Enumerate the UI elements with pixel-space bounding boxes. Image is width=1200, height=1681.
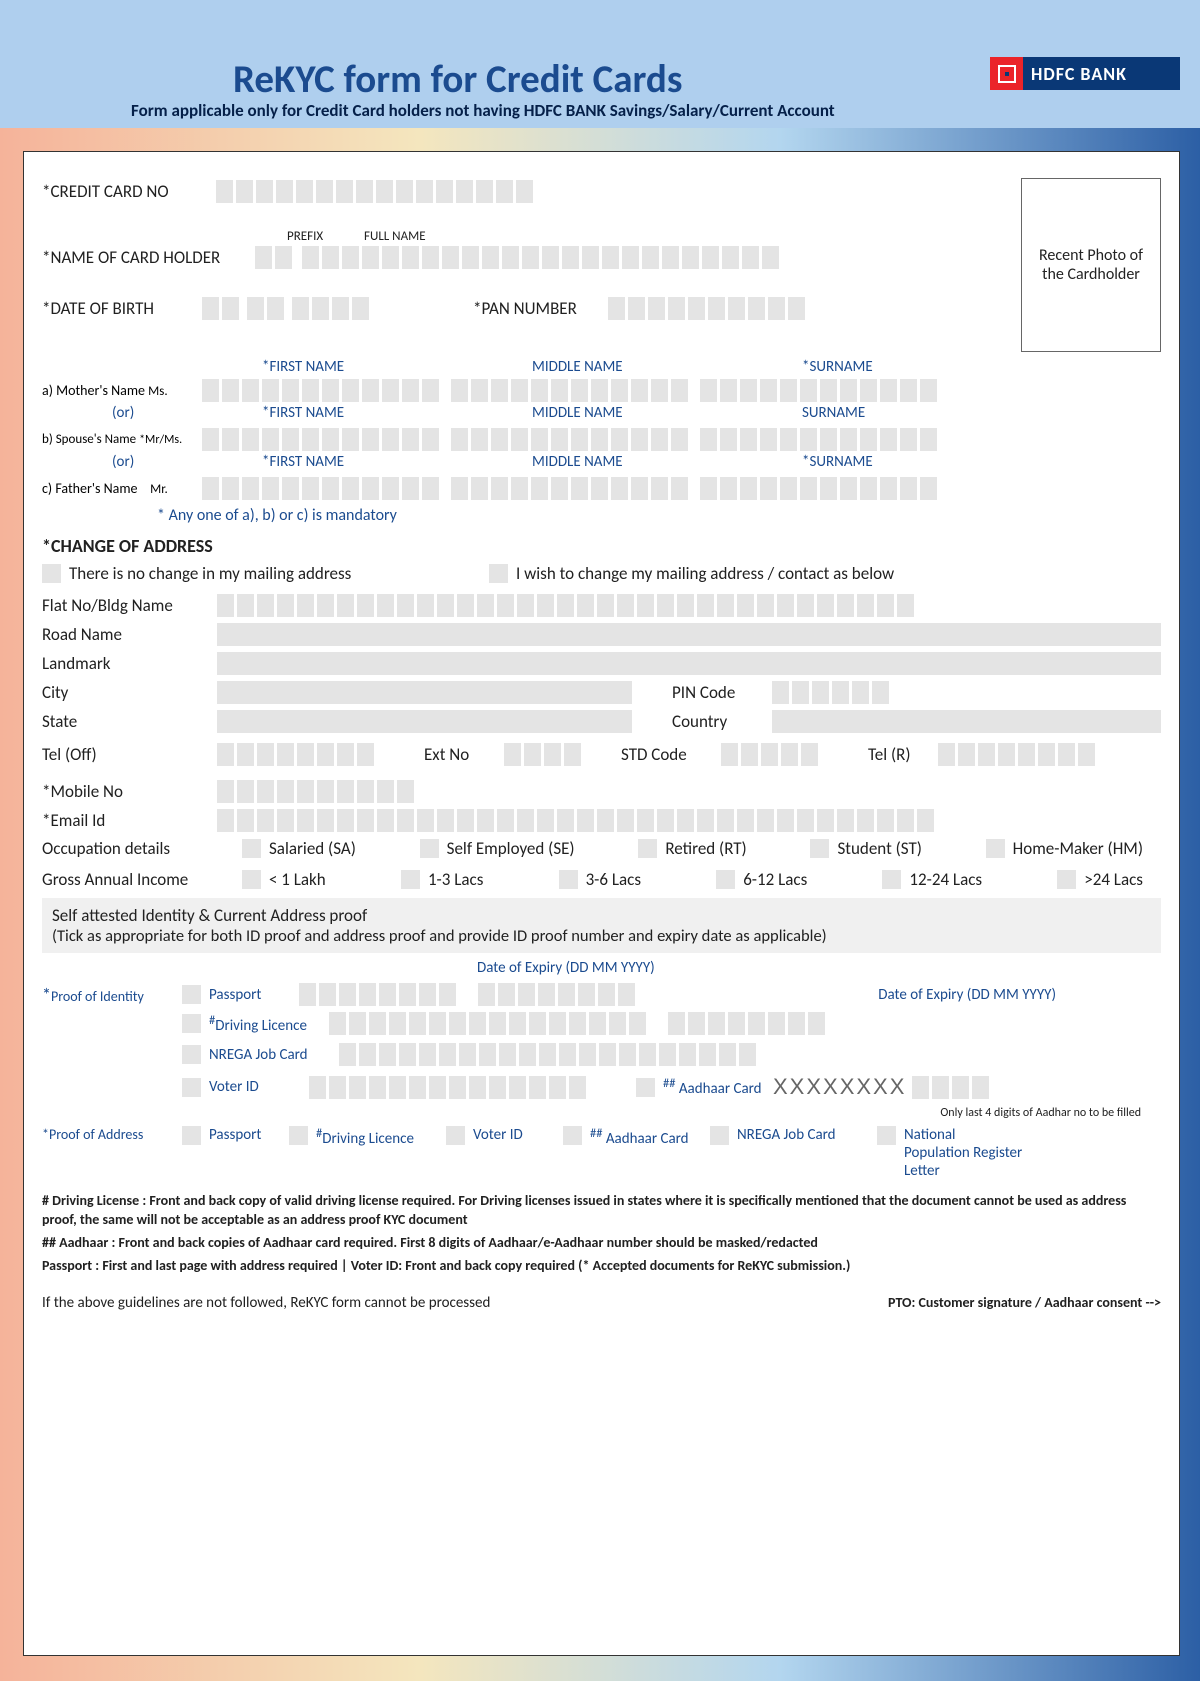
occupation-option[interactable]: Home-Maker (HM) <box>986 838 1143 859</box>
mother-surname[interactable] <box>700 379 937 402</box>
income-option[interactable]: >24 Lacs <box>1057 869 1143 890</box>
nrega-id-check[interactable] <box>182 1045 201 1064</box>
nrega-addr-check[interactable] <box>710 1126 729 1145</box>
city-input[interactable] <box>217 681 632 704</box>
bank-name: HDFC BANK <box>1031 63 1127 85</box>
country-input[interactable] <box>772 710 1161 733</box>
prefix-input[interactable] <box>255 246 292 269</box>
occupation-option[interactable]: Student (ST) <box>810 838 921 859</box>
dl-footnote: # Driving License : Front and back copy … <box>42 1192 1161 1230</box>
photo-placeholder[interactable]: Recent Photo of the Cardholder <box>1021 178 1161 352</box>
logo-icon <box>990 57 1023 90</box>
pan-input[interactable] <box>608 297 805 320</box>
occupation-option[interactable]: Salaried (SA) <box>242 838 356 859</box>
form-container: Recent Photo of the Cardholder *CREDIT C… <box>23 151 1180 1656</box>
income-option[interactable]: 12-24 Lacs <box>882 869 982 890</box>
no-change-checkbox[interactable] <box>42 564 61 583</box>
aadhaar-addr-check[interactable] <box>563 1126 582 1145</box>
email-input[interactable] <box>217 809 934 832</box>
name-label: *NAME OF CARD HOLDER <box>42 247 255 268</box>
bank-logo: HDFC BANK <box>990 57 1180 90</box>
father-surname[interactable] <box>700 477 937 500</box>
dob-yyyy[interactable] <box>292 297 369 320</box>
mother-label: a) Mother's Name <box>42 382 145 399</box>
fullname-label: FULL NAME <box>364 229 426 244</box>
flat-input[interactable] <box>217 594 914 617</box>
voter-addr-check[interactable] <box>446 1126 465 1145</box>
road-input[interactable] <box>217 623 1161 646</box>
income-option[interactable]: < 1 Lakh <box>242 869 326 890</box>
father-label: c) Father's Name <box>42 480 137 497</box>
form-subtitle: Form applicable only for Credit Card hol… <box>131 100 835 121</box>
spouse-middle[interactable] <box>451 428 688 451</box>
name-input[interactable] <box>302 246 779 269</box>
spouse-label: b) Spouse's Name <box>42 432 136 447</box>
mother-middle[interactable] <box>451 379 688 402</box>
wish-change-checkbox[interactable] <box>489 564 508 583</box>
ext-input[interactable] <box>504 743 581 766</box>
income-option[interactable]: 1-3 Lacs <box>401 869 483 890</box>
dob-dd[interactable] <box>202 297 239 320</box>
prefix-label: PREFIX <box>287 229 364 244</box>
income-option[interactable]: 6-12 Lacs <box>716 869 807 890</box>
cc-no-input[interactable] <box>216 180 533 203</box>
mother-first[interactable] <box>202 379 439 402</box>
nrega-no[interactable] <box>339 1043 756 1066</box>
form-title: ReKYC form for Credit Cards <box>233 56 682 103</box>
state-input[interactable] <box>217 710 632 733</box>
dl-no[interactable] <box>329 1012 646 1035</box>
income-option[interactable]: 3-6 Lacs <box>559 869 641 890</box>
aadhaar-id-check[interactable] <box>636 1078 655 1097</box>
spouse-surname[interactable] <box>700 428 937 451</box>
any-one-note: * Any one of a), b) or c) is mandatory <box>157 506 1161 525</box>
occupation-option[interactable]: Self Employed (SE) <box>420 838 575 859</box>
passport-no[interactable] <box>299 983 456 1006</box>
pan-label: *PAN NUMBER <box>473 298 608 319</box>
aadhaar-footnote: ## Aadhaar : Front and back copies of Aa… <box>42 1234 1161 1253</box>
dob-label: *DATE OF BIRTH <box>42 298 202 319</box>
dob-mm[interactable] <box>247 297 284 320</box>
cc-no-label: *CREDIT CARD NO <box>42 181 216 202</box>
mobile-input[interactable] <box>217 780 414 803</box>
voter-no[interactable] <box>309 1076 586 1099</box>
occupation-option[interactable]: Retired (RT) <box>638 838 746 859</box>
spouse-first[interactable] <box>202 428 439 451</box>
change-addr-title: *CHANGE OF ADDRESS <box>42 535 1161 557</box>
father-first[interactable] <box>202 477 439 500</box>
npr-addr-check[interactable] <box>877 1126 896 1145</box>
attest-box: Self attested Identity & Current Address… <box>42 898 1161 953</box>
telr-input[interactable] <box>938 743 1095 766</box>
landmark-input[interactable] <box>217 652 1161 675</box>
teloff-input[interactable] <box>217 743 374 766</box>
voter-id-check[interactable] <box>182 1078 201 1097</box>
pin-input[interactable] <box>772 681 889 704</box>
aadhar-mask: XXXXXXXX <box>773 1074 906 1100</box>
passport-footnote: Passport : First and last page with addr… <box>42 1257 1161 1276</box>
dl-id-check[interactable] <box>182 1014 201 1033</box>
header: ReKYC form for Credit Cards Form applica… <box>0 0 1200 128</box>
std-input[interactable] <box>721 743 818 766</box>
aadhar-last4[interactable] <box>912 1076 989 1099</box>
dl-expiry[interactable] <box>668 1012 825 1035</box>
dl-addr-check[interactable] <box>289 1126 308 1145</box>
father-middle[interactable] <box>451 477 688 500</box>
passport-addr-check[interactable] <box>182 1126 201 1145</box>
passport-expiry[interactable] <box>478 983 635 1006</box>
passport-id-check[interactable] <box>182 985 201 1004</box>
